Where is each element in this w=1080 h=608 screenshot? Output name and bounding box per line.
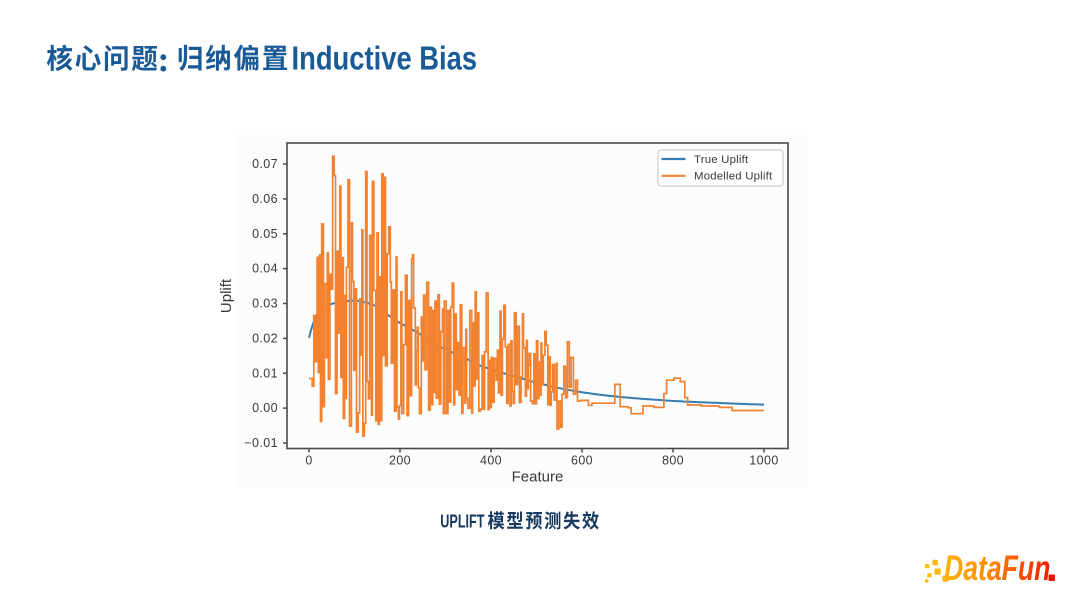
- svg-text:True Uplift: True Uplift: [694, 154, 749, 166]
- svg-text:−0.01: −0.01: [244, 436, 278, 450]
- svg-text:1000: 1000: [749, 454, 778, 468]
- svg-text:0.00: 0.00: [252, 401, 278, 415]
- svg-text:0.07: 0.07: [252, 157, 278, 171]
- svg-text:600: 600: [571, 454, 593, 468]
- svg-text:400: 400: [480, 454, 502, 468]
- svg-text:Inductive Bias: Inductive Bias: [292, 40, 478, 77]
- svg-text:0.04: 0.04: [252, 262, 278, 276]
- svg-text:Modelled Uplift: Modelled Uplift: [694, 171, 773, 183]
- svg-text:DataFun: DataFun: [944, 548, 1050, 587]
- svg-text:200: 200: [389, 454, 411, 468]
- svg-text:0.06: 0.06: [252, 192, 278, 206]
- svg-text:0.03: 0.03: [252, 297, 278, 311]
- svg-text:UPLIFT: UPLIFT: [440, 512, 485, 532]
- svg-text:0.05: 0.05: [252, 227, 278, 241]
- svg-text:Feature: Feature: [512, 469, 564, 486]
- svg-text:0: 0: [305, 454, 312, 468]
- svg-text:Uplift: Uplift: [218, 278, 235, 313]
- svg-text:0.01: 0.01: [252, 366, 278, 380]
- svg-text:800: 800: [662, 454, 684, 468]
- svg-text:0.02: 0.02: [252, 332, 278, 346]
